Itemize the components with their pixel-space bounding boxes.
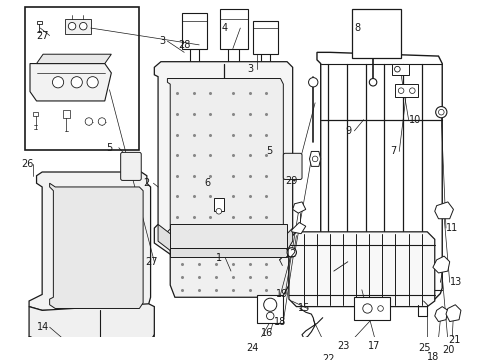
Circle shape xyxy=(267,312,274,320)
Polygon shape xyxy=(293,202,306,213)
Polygon shape xyxy=(29,172,150,310)
Polygon shape xyxy=(182,13,207,49)
Bar xyxy=(214,198,223,211)
Text: 27: 27 xyxy=(145,257,157,267)
Text: 20: 20 xyxy=(442,345,455,355)
Circle shape xyxy=(309,78,318,87)
Polygon shape xyxy=(220,9,248,49)
Circle shape xyxy=(439,109,444,115)
Bar xyxy=(352,9,401,58)
Text: 22: 22 xyxy=(322,354,335,360)
Polygon shape xyxy=(395,84,418,97)
Circle shape xyxy=(436,107,447,118)
Text: 23: 23 xyxy=(338,341,350,351)
Polygon shape xyxy=(29,304,154,341)
Polygon shape xyxy=(37,54,111,64)
Polygon shape xyxy=(30,64,111,101)
Circle shape xyxy=(85,118,93,125)
Circle shape xyxy=(398,88,404,94)
Polygon shape xyxy=(65,19,91,33)
Circle shape xyxy=(87,77,98,88)
Polygon shape xyxy=(33,112,38,116)
Text: 14: 14 xyxy=(37,322,49,332)
Polygon shape xyxy=(29,335,154,344)
Text: 24: 24 xyxy=(246,343,258,353)
Circle shape xyxy=(52,77,64,88)
Text: 21: 21 xyxy=(448,335,460,345)
Text: 5: 5 xyxy=(107,143,113,153)
Polygon shape xyxy=(42,341,150,344)
Text: 18: 18 xyxy=(427,352,440,360)
Circle shape xyxy=(410,88,415,94)
Text: 12: 12 xyxy=(285,249,297,259)
Polygon shape xyxy=(170,248,289,297)
Polygon shape xyxy=(49,183,143,309)
Polygon shape xyxy=(37,21,42,24)
FancyBboxPatch shape xyxy=(121,152,141,180)
Circle shape xyxy=(79,22,87,30)
Text: 8: 8 xyxy=(354,23,361,33)
Bar xyxy=(354,297,390,320)
Polygon shape xyxy=(446,305,461,321)
Polygon shape xyxy=(311,52,442,299)
Bar xyxy=(257,296,283,323)
Polygon shape xyxy=(289,232,435,307)
Polygon shape xyxy=(392,64,409,75)
Text: 28: 28 xyxy=(179,40,191,50)
Polygon shape xyxy=(435,202,453,219)
Text: 5: 5 xyxy=(267,147,273,157)
FancyBboxPatch shape xyxy=(283,153,302,180)
Text: 9: 9 xyxy=(345,126,351,136)
Circle shape xyxy=(68,22,76,30)
Circle shape xyxy=(71,77,82,88)
Polygon shape xyxy=(158,224,293,251)
Text: 11: 11 xyxy=(446,223,458,233)
Text: 27: 27 xyxy=(37,31,49,41)
Text: 3: 3 xyxy=(248,64,254,74)
Text: 6: 6 xyxy=(205,178,211,188)
Circle shape xyxy=(287,248,296,257)
Text: 10: 10 xyxy=(409,114,421,125)
Text: 1: 1 xyxy=(216,253,222,263)
Circle shape xyxy=(394,66,400,72)
Circle shape xyxy=(312,156,318,162)
Circle shape xyxy=(378,306,383,311)
Circle shape xyxy=(216,208,221,214)
Text: 29: 29 xyxy=(285,176,297,186)
Polygon shape xyxy=(310,152,321,166)
Circle shape xyxy=(264,298,277,311)
Text: 7: 7 xyxy=(390,147,396,157)
Text: 3: 3 xyxy=(159,36,165,46)
Polygon shape xyxy=(170,224,287,248)
Circle shape xyxy=(363,304,372,313)
Bar xyxy=(25,8,139,149)
Polygon shape xyxy=(435,307,448,321)
Polygon shape xyxy=(433,256,450,273)
Text: 2: 2 xyxy=(143,178,149,188)
Text: 25: 25 xyxy=(418,343,430,353)
Text: 4: 4 xyxy=(221,23,228,33)
Text: 18: 18 xyxy=(274,316,286,327)
Circle shape xyxy=(98,118,106,125)
Polygon shape xyxy=(168,78,283,247)
Text: 17: 17 xyxy=(368,341,380,351)
Polygon shape xyxy=(292,222,306,234)
Text: 16: 16 xyxy=(261,328,273,338)
Text: 13: 13 xyxy=(450,277,462,287)
Text: 15: 15 xyxy=(298,303,311,314)
Polygon shape xyxy=(154,62,293,254)
Circle shape xyxy=(369,78,377,86)
Text: 19: 19 xyxy=(276,288,288,298)
Polygon shape xyxy=(170,248,287,257)
Text: 26: 26 xyxy=(22,159,34,168)
Polygon shape xyxy=(253,21,278,54)
Polygon shape xyxy=(63,110,70,118)
